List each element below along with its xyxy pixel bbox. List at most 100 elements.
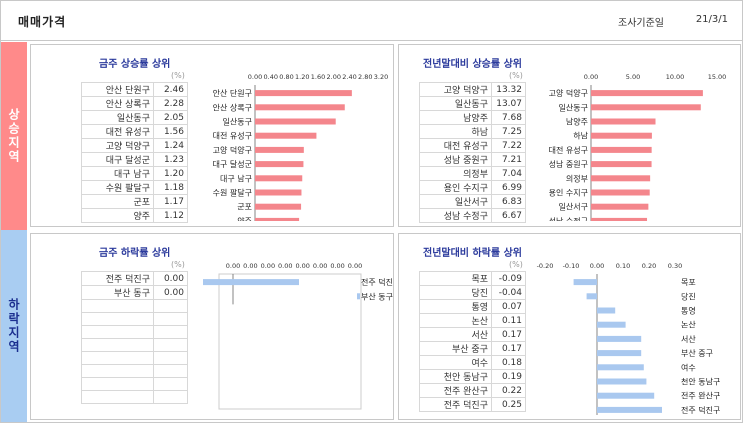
rate-value-cell: 2.28 [153,96,188,111]
chart-3-tick-label: 0.20 [642,262,656,270]
rate-value-cell: 1.20 [153,166,188,181]
chart-1-bar [591,217,648,221]
rate-value-cell: 0.17 [491,327,526,342]
table-row: 남양주 7.68 [419,110,526,125]
chart-1-title: 전년말대비 상승률 상위 [423,59,522,70]
chart-2-rank-table: 전주 덕진구 0.00 부산 동구 0.00 [81,271,188,404]
chart-3-category-label: 논산 [681,320,696,330]
page-title: 매매가격 [18,15,67,29]
region-name-cell: 여수 [419,355,492,370]
chart-3-bar [573,279,597,286]
chart-1-bar [591,90,703,97]
table-row: 일산서구 6.83 [419,194,526,209]
region-name-cell: 일산서구 [419,194,492,209]
table-row: 목포 -0.09 [419,271,526,286]
rate-value-cell: -0.09 [491,271,526,286]
chart-2-title: 금주 하락률 상위 [99,248,171,259]
region-name-cell: 논산 [419,313,492,328]
table-row: 부산 동구 0.00 [81,285,188,300]
rate-value-cell [153,377,188,391]
region-name-cell: 천안 동남구 [419,369,492,384]
weekly-fall-panel: 금주 하락률 상위 (%) 전주 덕진구 0.00 부산 동구 0.00 0.00 0.00 0… [30,233,394,420]
table-row: 통영 0.07 [419,299,526,314]
region-name-cell: 용인 수지구 [419,180,492,195]
chart-0-unit: (%) [171,71,185,80]
rate-value-cell: 0.22 [491,383,526,398]
table-row: 전주 덕진구 0.00 [81,271,188,286]
chart-0-category-label: 군포 [237,203,252,212]
chart-2-tick-label: 0.00 [348,262,362,270]
region-name-cell [81,364,154,378]
rate-value-cell [153,351,188,365]
rate-value-cell: 0.18 [491,355,526,370]
table-row [81,351,188,365]
rate-value-cell: 7.25 [491,124,526,139]
chart-1-tick-label: 15.00 [708,73,727,81]
chart-3-title: 전년말대비 하락률 상위 [423,248,522,259]
table-row: 수원 팔달구 1.18 [81,180,188,195]
rate-value-cell: 0.00 [153,285,188,300]
rate-value-cell: 7.21 [491,152,526,167]
table-row: 부산 중구 0.17 [419,341,526,356]
chart-3-category-label: 부산 중구 [681,348,713,358]
rate-value-cell: 6.99 [491,180,526,195]
rate-value-cell: 1.12 [153,208,188,223]
chart-2-bar [357,293,360,300]
chart-1-unit: (%) [509,71,523,80]
chart-3-bar [597,364,644,371]
chart-3-category-label: 통영 [681,306,696,316]
rate-value-cell: 6.67 [491,208,526,223]
rate-value-cell: 13.07 [491,96,526,111]
region-name-cell [81,299,154,313]
table-row [81,299,188,313]
fall-region-band: 하락지역 [1,230,27,422]
chart-3-bar [597,321,626,328]
chart-2-bar [203,279,299,286]
region-name-cell: 성남 수정구 [419,208,492,223]
ytd-rise-panel: 전년말대비 상승률 상위 (%) 고양 덕양구 13.32 일산동구 13.07 남양주 7.… [398,44,741,227]
region-name-cell: 통영 [419,299,492,314]
table-row: 안산 상록구 2.28 [81,96,188,111]
table-row: 서산 0.17 [419,327,526,342]
chart-1-tick-label: 0.00 [584,73,598,81]
region-name-cell: 대전 유성구 [81,124,154,139]
region-name-cell: 안산 상록구 [81,96,154,111]
reference-date-label: 조사기준일 [618,18,664,29]
rate-value-cell: 2.05 [153,110,188,125]
chart-0-bar [255,175,303,182]
chart-2-tick-label: 0.00 [313,262,327,270]
chart-0-category-label: 대구 달성군 [213,160,252,169]
table-row: 일산동구 13.07 [419,96,526,111]
region-name-cell: 당진 [419,285,492,300]
chart-0-rank-table: 안산 단원구 2.46 안산 상록구 2.28 일산동구 2.05 대전 유성구 1.56 고양… [81,82,188,223]
chart-3-tick-label: 0.00 [590,262,604,270]
chart-3-category-label: 당진 [681,291,696,301]
chart-0-bar [255,189,302,196]
chart-3-tick-label: 0.10 [616,262,630,270]
region-name-cell: 서산 [419,327,492,342]
chart-1-category-label: 성남 중원구 [549,160,588,169]
chart-0-category-label: 대구 남구 [220,174,252,183]
table-row: 전주 덕진구 0.25 [419,397,526,412]
chart-2-tick-label: 0.00 [295,262,309,270]
region-name-cell [81,338,154,352]
rate-value-cell [153,312,188,326]
table-row: 천안 동남구 0.19 [419,369,526,384]
region-name-cell [81,312,154,326]
chart-1-category-label: 일산동구 [559,102,588,112]
chart-3-tick-label: -0.20 [537,262,554,270]
chart-1-category-label: 성남 수정구 [549,216,588,221]
page-header: 매매가격 조사기준일 21/3/1 [1,1,742,41]
region-name-cell: 수원 팔달구 [81,180,154,195]
chart-0-category-label: 안산 단원구 [213,88,252,98]
table-row [81,390,188,404]
chart-1-bar [591,118,656,125]
chart-0-category-label: 양주 [237,217,252,221]
fall-region-label: 하락지역 [6,298,21,354]
ytd-fall-panel: 전년말대비 하락률 상위 (%) 목포 -0.09 당진 -0.04 통영 0.07 논산 0.1… [398,233,741,420]
chart-3-unit: (%) [509,260,523,269]
region-name-cell: 고양 덕양구 [81,138,154,153]
